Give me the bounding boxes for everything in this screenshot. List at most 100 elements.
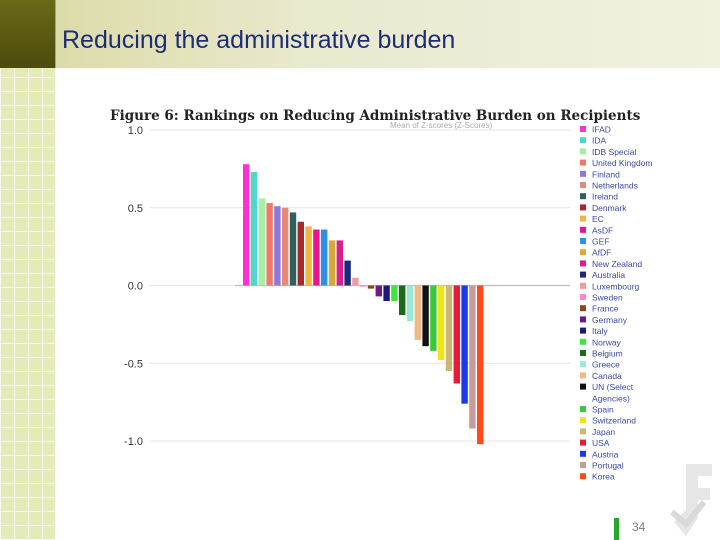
legend-swatch	[580, 249, 586, 256]
bar-afdf	[328, 240, 336, 286]
legend-label: Canada	[592, 371, 622, 381]
legend-label: Ireland	[592, 192, 618, 202]
legend-label: UN (Select	[592, 382, 634, 392]
figure-title: Figure 6: Rankings on Reducing Administr…	[110, 108, 641, 124]
legend-swatch	[580, 372, 586, 379]
bar-spain	[430, 285, 437, 351]
legend-swatch	[580, 170, 586, 177]
legend-label: Denmark	[592, 203, 627, 213]
legend-swatch	[580, 182, 586, 188]
bar-australia	[344, 260, 351, 286]
bar-norway	[391, 285, 398, 302]
page-number: 34	[632, 520, 646, 534]
legend-swatch	[580, 126, 586, 132]
legend-swatch	[580, 406, 586, 412]
legend-swatch	[580, 350, 586, 356]
legend-swatch	[580, 215, 586, 222]
legend-label: Australia	[592, 270, 625, 280]
bar-asdf	[313, 229, 320, 286]
legend-swatch	[580, 260, 586, 267]
legend-label: Sweden	[592, 293, 623, 303]
legend-label: EC	[592, 214, 604, 224]
left-decorative-strip	[0, 0, 55, 540]
bar-austria	[461, 285, 468, 404]
legend-label: Luxembourg	[592, 281, 640, 291]
figure-subtitle: Mean of Z-scores (Z-Scores)	[390, 121, 493, 130]
bar-korea	[477, 285, 484, 445]
legend-swatch	[580, 383, 586, 390]
legend-swatch	[580, 327, 586, 334]
legend-label: United Kingdom	[592, 158, 652, 168]
legend-label: Belgium	[592, 349, 623, 359]
legend-swatch	[580, 294, 586, 300]
legend-label: AfDF	[592, 248, 611, 258]
bar-finland	[274, 206, 281, 286]
bar-ec	[305, 226, 312, 286]
bar-france	[367, 285, 375, 289]
legend-swatch	[580, 226, 586, 233]
bar-luxembourg	[352, 277, 359, 286]
bar-japan	[445, 285, 453, 372]
bar-ifad	[243, 164, 250, 286]
legend-label: Germany	[592, 315, 628, 325]
legend-swatch	[580, 338, 586, 345]
bar-greece	[406, 285, 414, 322]
legend-label: New Zealand	[592, 259, 642, 269]
bar-denmark	[297, 221, 304, 286]
y-tick-label: 0.5	[128, 203, 143, 215]
legend-swatch	[580, 159, 586, 166]
bar-italy	[383, 285, 390, 302]
legend-swatch	[580, 361, 586, 368]
bar-ireland	[289, 212, 297, 286]
legend-label: Agencies)	[592, 393, 630, 403]
legend-swatch	[580, 473, 586, 480]
legend-label: Spain	[592, 405, 614, 415]
legend-label: IDB Special	[592, 147, 637, 157]
legend-label: Finland	[592, 169, 620, 179]
legend-swatch	[580, 305, 586, 312]
legend-label: Korea	[592, 472, 615, 482]
bar-canada	[414, 285, 421, 340]
legend-swatch	[580, 439, 586, 446]
bar-germany	[375, 285, 382, 297]
legend-label: Norway	[592, 337, 622, 347]
legend-swatch	[580, 462, 586, 468]
y-tick-label: -1.0	[124, 436, 143, 448]
legend-label: AsDF	[592, 225, 613, 235]
legend-label: Portugal	[592, 461, 624, 471]
bar-un-select-agencies-	[422, 285, 429, 347]
bar-sweden	[360, 285, 367, 287]
bar-ida	[250, 171, 258, 286]
legend-label: USA	[592, 438, 610, 448]
legend-label: Netherlands	[592, 181, 638, 191]
bar-belgium	[399, 285, 406, 316]
legend-swatch	[580, 204, 586, 211]
legend-swatch	[580, 316, 586, 323]
y-tick-label: 0.0	[128, 281, 143, 293]
legend-swatch	[580, 428, 586, 435]
legend-label: IDA	[592, 136, 607, 146]
bar-portugal	[469, 285, 476, 429]
bar-netherlands	[282, 207, 289, 286]
legend-swatch	[580, 450, 586, 457]
legend-swatch	[580, 282, 586, 289]
y-tick-label: -0.5	[124, 358, 143, 370]
legend-label: IFAD	[592, 125, 611, 135]
legend-label: Japan	[592, 427, 615, 437]
title-bar-accent	[0, 0, 55, 68]
bar-united-kingdom	[266, 203, 273, 286]
slide-title: Reducing the administrative burden	[62, 26, 456, 54]
legend-swatch	[580, 417, 586, 424]
legend-label: GEF	[592, 237, 609, 247]
legend-label: Switzerland	[592, 416, 636, 426]
y-tick-label: 1.0	[128, 125, 143, 137]
legend-swatch	[580, 238, 586, 244]
page-number-accent	[614, 518, 619, 540]
bar-switzerland	[438, 285, 445, 361]
legend-swatch	[580, 193, 586, 200]
bar-gef	[321, 229, 328, 286]
legend-swatch	[580, 148, 586, 155]
title-bar	[0, 0, 720, 68]
legend-label: Greece	[592, 360, 620, 370]
